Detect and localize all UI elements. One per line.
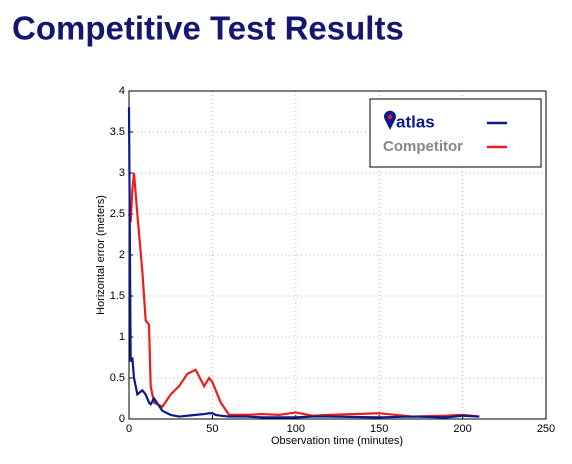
x-tick-label: 200 xyxy=(453,423,471,435)
chart-title: Competitive Test Results xyxy=(12,10,404,47)
x-tick-label: 150 xyxy=(370,423,388,435)
series-line xyxy=(127,172,480,418)
y-tick-label: 1.5 xyxy=(110,290,125,302)
y-tick-label: 3 xyxy=(119,167,125,179)
y-axis-label: Horizontal error (meters) xyxy=(95,195,107,315)
y-tick-label: 0 xyxy=(119,413,125,425)
logo-pin xyxy=(384,110,396,130)
x-tick-label: 50 xyxy=(206,423,218,435)
x-tick-label: 250 xyxy=(537,423,555,435)
x-tick-label: 0 xyxy=(126,423,132,435)
y-tick-label: 0.5 xyxy=(110,372,125,384)
y-tick-label: 1 xyxy=(119,331,125,343)
legend-label: atlas xyxy=(396,112,435,131)
y-tick-label: 2.5 xyxy=(110,208,125,220)
x-tick-label: 100 xyxy=(287,423,305,435)
series-line xyxy=(127,107,480,419)
y-tick-label: 3.5 xyxy=(110,126,125,138)
x-axis-label: Observation time (minutes) xyxy=(271,435,403,447)
logo-pin-dot xyxy=(387,114,393,120)
y-tick-label: 4 xyxy=(119,85,125,97)
legend-label: Competitor xyxy=(383,138,463,155)
y-tick-label: 2 xyxy=(119,249,125,261)
legend-box xyxy=(369,98,542,168)
